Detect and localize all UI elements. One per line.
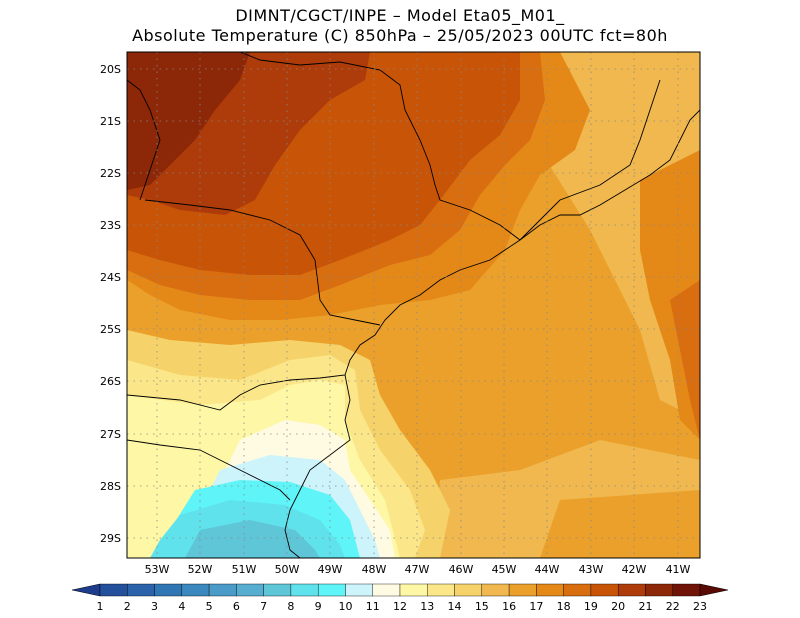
lon-label: 46W — [449, 563, 474, 576]
lon-label: 53W — [145, 563, 170, 576]
colorbar-segment — [181, 583, 210, 597]
lat-label: 24S — [100, 271, 121, 284]
map-frame — [126, 51, 701, 559]
colorbar-label: 3 — [151, 600, 158, 613]
colorbar-segment — [454, 583, 483, 597]
colorbar-segment — [617, 583, 646, 597]
temperature-field — [127, 52, 700, 558]
lat-label: 23S — [100, 219, 121, 232]
lat-label: 28S — [100, 480, 121, 493]
colorbar-segment — [127, 583, 155, 597]
colorbar-label: 11 — [366, 600, 380, 613]
colorbar-label: 4 — [178, 600, 185, 613]
coastline — [127, 109, 700, 411]
band-22 — [127, 52, 250, 190]
colorbar-label: 20 — [611, 600, 625, 613]
colorbar-segment — [236, 583, 264, 597]
lon-label: 50W — [275, 563, 300, 576]
colorbar-segment — [290, 583, 319, 597]
colorbar-segment — [345, 583, 373, 597]
colorbar-segment — [645, 583, 673, 597]
colorbar-segment — [399, 583, 428, 597]
colorbar-arrow-left — [71, 583, 101, 597]
lon-label: 43W — [579, 563, 604, 576]
lon-label: 51W — [232, 563, 257, 576]
border-sp-mg — [239, 52, 521, 241]
colorbar-segment — [208, 583, 237, 597]
colorbar-label: 1 — [97, 600, 104, 613]
lon-label: 41W — [666, 563, 691, 576]
colorbar-segment — [427, 583, 455, 597]
colorbar-segment — [372, 583, 401, 597]
colorbar-label: 14 — [448, 600, 462, 613]
colorbar-label: 12 — [393, 600, 407, 613]
band-8 — [185, 520, 320, 558]
colorbar-label: 13 — [420, 600, 434, 613]
colorbar-label: 15 — [475, 600, 489, 613]
lat-label: 20S — [100, 63, 121, 76]
title-line-2: Absolute Temperature (C) 850hPa – 25/05/… — [132, 26, 668, 45]
lat-label: 22S — [100, 167, 121, 180]
lon-axis: 53W 52W 51W 50W 49W 48W 47W 46W 45W 44W … — [145, 563, 691, 576]
colorbar-arrow-right — [699, 583, 729, 597]
colorbar-segment — [263, 583, 292, 597]
band-19-east — [670, 280, 700, 440]
lat-label: 25S — [100, 323, 121, 336]
colorbar-label: 16 — [502, 600, 516, 613]
lon-label: 47W — [405, 563, 430, 576]
colorbar-label: 2 — [124, 600, 131, 613]
colorbar-label: 23 — [693, 600, 707, 613]
band-17-south — [540, 490, 700, 558]
colorbar-label: 21 — [638, 600, 652, 613]
border-ms — [127, 79, 161, 201]
lat-axis: 20S 21S 22S 23S 24S 25S 26S 27S 28S 29S — [100, 63, 121, 545]
colorbar-label: 19 — [584, 600, 598, 613]
colorbar-label: 7 — [260, 600, 267, 613]
colorbar-label: 8 — [287, 600, 294, 613]
lon-label: 52W — [188, 563, 213, 576]
colorbar-segment — [317, 583, 346, 597]
colorbar-segment — [590, 583, 619, 597]
graticule — [127, 52, 700, 558]
lon-label: 44W — [535, 563, 560, 576]
colorbar-label: 5 — [206, 600, 213, 613]
colorbar-label: 18 — [557, 600, 571, 613]
colorbar-segment — [154, 583, 183, 597]
border-rs-sc — [127, 439, 291, 501]
coastline-south — [284, 374, 351, 558]
colorbar-segment — [563, 583, 592, 597]
colorbar-label: 22 — [666, 600, 680, 613]
borders — [127, 52, 700, 558]
lon-label: 45W — [492, 563, 517, 576]
lat-label: 26S — [100, 375, 121, 388]
lat-label: 29S — [100, 532, 121, 545]
colorbar-label: 9 — [315, 600, 322, 613]
colorbar-segment — [672, 583, 701, 597]
colorbar-segment — [508, 583, 537, 597]
colorbar-label: 6 — [233, 600, 240, 613]
lon-label: 48W — [362, 563, 387, 576]
colorbar-label: 10 — [338, 600, 352, 613]
lon-label: 49W — [318, 563, 343, 576]
lon-label: 42W — [622, 563, 647, 576]
title-line-1: DIMNT/CGCT/INPE – Model Eta05_M01_ — [235, 6, 565, 25]
colorbar-segment — [536, 583, 564, 597]
border-pr-sp — [144, 199, 381, 326]
lat-label: 21S — [100, 115, 121, 128]
colorbar-segment — [99, 583, 128, 597]
colorbar-label: 17 — [529, 600, 543, 613]
colorbar-segment — [481, 583, 510, 597]
lat-label: 27S — [100, 428, 121, 441]
border-rj-mg — [519, 79, 661, 241]
colorbar: 1 2 3 4 5 6 7 8 9 10 11 12 13 14 15 16 17 18 19 20 21 22 23 — [71, 583, 729, 613]
